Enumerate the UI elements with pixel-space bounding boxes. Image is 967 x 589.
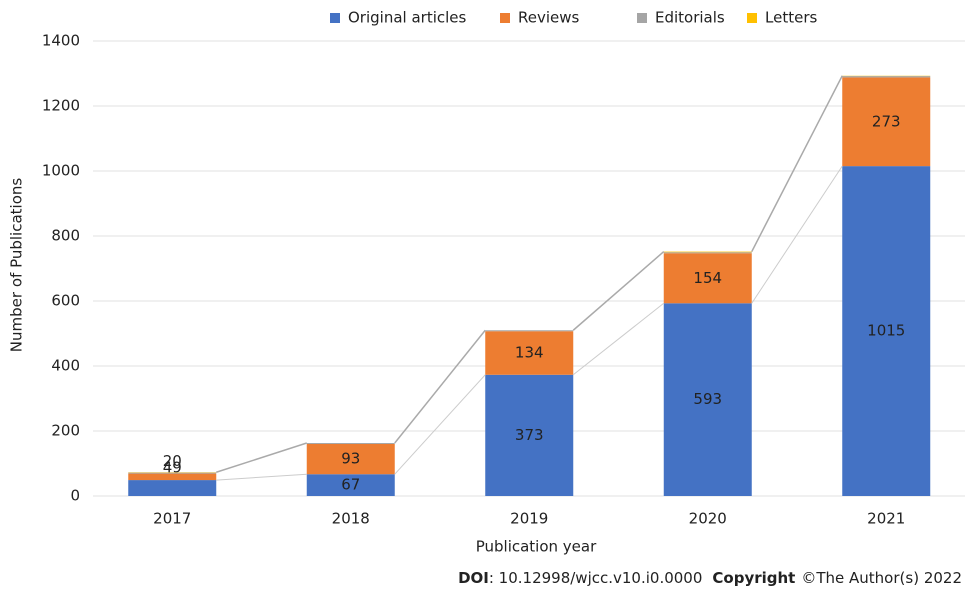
bar-segment: [842, 76, 931, 78]
bar-segment: [485, 374, 574, 496]
y-tick-label: 1000: [42, 162, 80, 180]
legend-swatch: [637, 13, 647, 23]
legend-swatch: [747, 13, 757, 23]
legend-label: Editorials: [655, 9, 725, 27]
bar-segment: [663, 253, 752, 304]
data-label: 1015: [867, 322, 905, 340]
bar-segment: [128, 480, 217, 496]
x-tick-label: 2021: [867, 510, 905, 528]
series-line: [394, 329, 486, 444]
legend-label: Letters: [765, 9, 817, 27]
bar-segment: [842, 77, 931, 167]
x-tick-label: 2017: [153, 510, 191, 528]
bar-segment: [485, 331, 574, 375]
bar-segment: [306, 444, 395, 475]
bar-segment: [128, 472, 217, 474]
series-line: [572, 251, 665, 331]
y-tick-label: 1400: [42, 32, 80, 50]
y-tick-label: 0: [70, 487, 80, 505]
data-label: 373: [515, 426, 544, 444]
x-tick-label: 2020: [689, 510, 727, 528]
y-tick-label: 1200: [42, 97, 80, 115]
data-label: 67: [341, 476, 360, 494]
y-tick-label: 200: [51, 422, 80, 440]
copyright-value: ©The Author(s) 2022: [801, 569, 962, 587]
data-label: 134: [515, 344, 544, 362]
data-label: 20: [163, 452, 182, 470]
y-tick-label: 600: [51, 292, 80, 310]
series-line: [751, 75, 843, 252]
bar-segment: [663, 252, 752, 254]
doi-label: DOI: [458, 569, 489, 587]
footer: DOI: 10.12998/wjcc.v10.i0.0000 Copyright ©…: [458, 569, 962, 587]
copyright-label: Copyright: [712, 569, 795, 587]
legend-label: Reviews: [518, 9, 580, 27]
bar-segment: [306, 443, 395, 444]
data-label: 49: [163, 459, 182, 477]
data-label: 273: [872, 112, 901, 130]
y-tick-label: 400: [51, 357, 80, 375]
bar-segment: [485, 330, 574, 332]
bar-segment: [306, 474, 395, 496]
bar-segment: [663, 303, 752, 496]
y-axis-label: Number of Publications: [8, 178, 26, 353]
bar-segment: [128, 473, 217, 481]
series-line: [572, 302, 665, 376]
y-tick-label: 800: [51, 227, 80, 245]
bar-segment: [842, 166, 931, 496]
series-line: [216, 442, 307, 473]
doi-value: : 10.12998/wjcc.v10.i0.0000: [489, 569, 703, 587]
data-label: 154: [693, 269, 722, 287]
legend-label: Original articles: [348, 9, 467, 27]
x-tick-label: 2018: [332, 510, 370, 528]
data-label: 593: [693, 390, 722, 408]
bar-segment: [663, 251, 752, 253]
x-tick-label: 2019: [510, 510, 548, 528]
series-line: [751, 165, 843, 304]
data-label: 93: [341, 450, 360, 468]
x-axis-label: Publication year: [476, 538, 597, 556]
legend-swatch: [330, 13, 340, 23]
series-line: [394, 374, 486, 475]
legend-swatch: [500, 13, 510, 23]
series-line: [216, 473, 307, 481]
